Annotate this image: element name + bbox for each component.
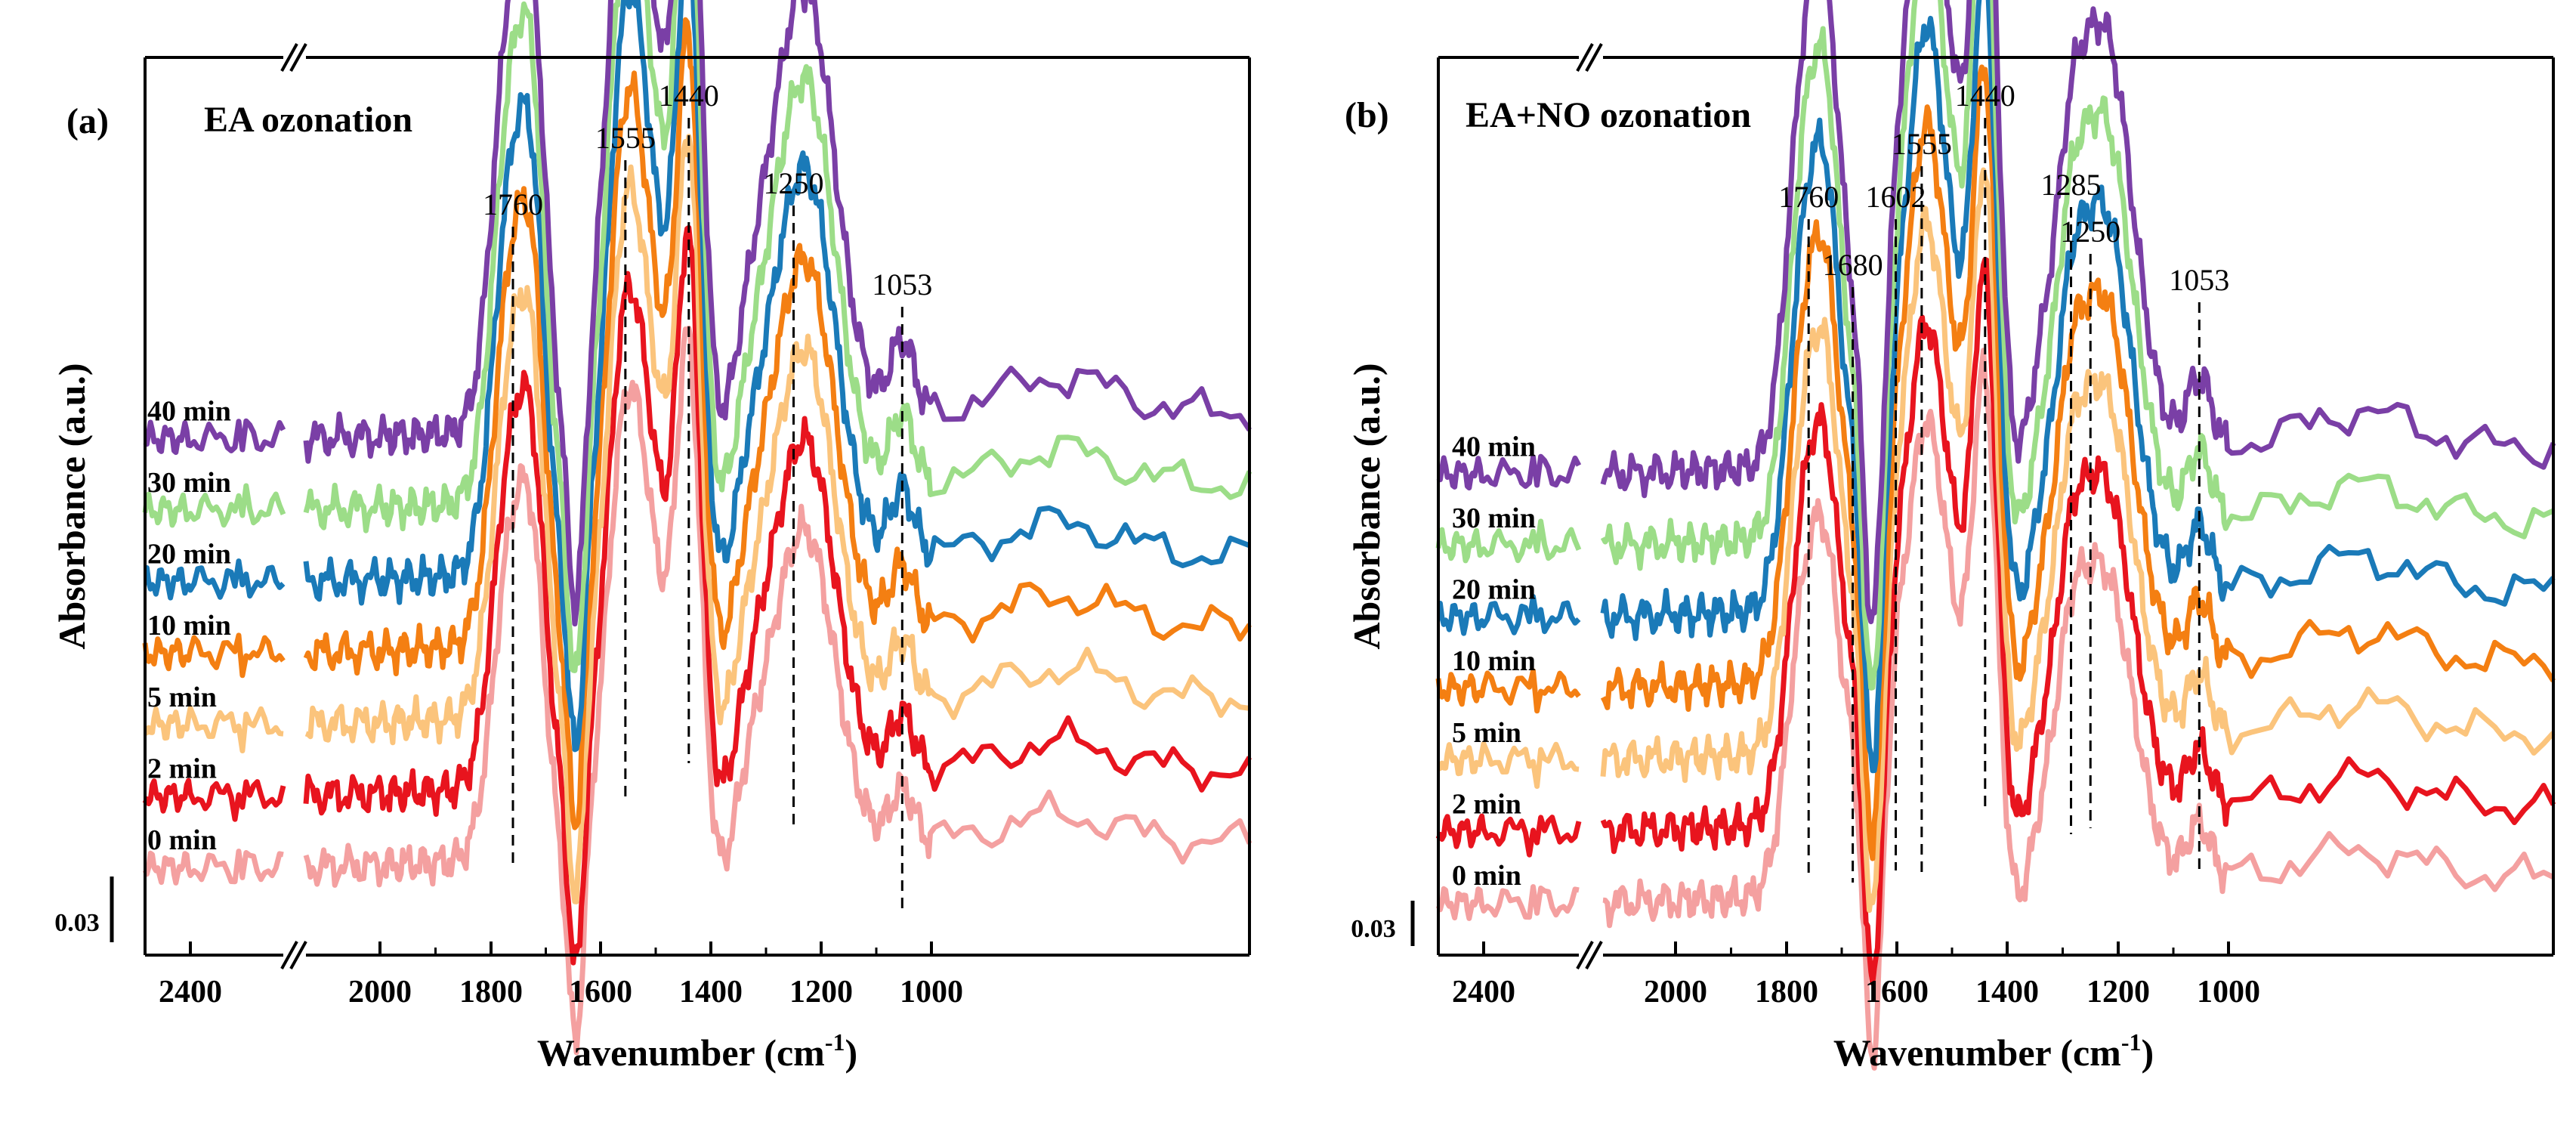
spectrum-line-left-5-min — [1437, 741, 1580, 789]
peak-label-1250: 1250 — [764, 166, 824, 200]
peak-label-1760: 1760 — [483, 187, 543, 221]
spectrum-line-5-min — [1600, 167, 2556, 914]
spectrum-line-left-10-min — [142, 632, 286, 679]
series-label: 20 min — [147, 539, 231, 570]
scale-bar-label: 0.03 — [1351, 915, 1396, 943]
spectrum-line-0-min — [1602, 348, 2555, 1071]
spectrum-line-left-10-min — [1435, 668, 1581, 714]
spectrum-line-40-min — [1600, 0, 2556, 625]
x-tick-label: 1400 — [1975, 975, 2039, 1010]
spectrum-line-left-30-min — [142, 483, 286, 528]
axis-break-mark — [289, 941, 307, 969]
panel-label: (a) — [66, 101, 109, 141]
axis-break-mark — [1585, 43, 1603, 72]
scale-bar-label: 0.03 — [54, 909, 100, 937]
spectrum-line-left-40-min — [143, 418, 286, 456]
series-label: 0 min — [147, 824, 217, 856]
spectrum-line-left-5-min — [144, 705, 284, 753]
spectrum-line-left-40-min — [1436, 453, 1582, 491]
peak-label-1602: 1602 — [1866, 180, 1926, 214]
spectrum-line-20-min — [1600, 0, 2556, 774]
spectrum-line-30-min — [303, 0, 1252, 673]
x-tick-label: 2400 — [1452, 975, 1515, 1010]
peak-label-1053: 1053 — [2169, 263, 2229, 297]
spectrum-line-2-min — [303, 224, 1252, 966]
panel-a: 0 min 2 min 5 min 10 min 20 min 30 min 40 min 1… — [51, 0, 1252, 1074]
series-label: 2 min — [147, 753, 217, 784]
y-axis-title: Absorbance (a.u.) — [51, 363, 93, 649]
series-label: 40 min — [1452, 431, 1536, 462]
spectrum-line-30-min — [1600, 0, 2555, 691]
axis-break-mark — [280, 43, 298, 72]
axis-break-mark — [280, 941, 298, 969]
panel-title: EA ozonation — [204, 100, 412, 140]
spectrum-line-20-min — [303, 0, 1251, 753]
spectrum-line-left-20-min — [1437, 594, 1581, 636]
x-tick-label: 1600 — [1865, 975, 1929, 1010]
peak-label-1555: 1555 — [1892, 127, 1952, 161]
x-tick-label: 1400 — [679, 975, 743, 1010]
x-tick-label: 1600 — [569, 975, 632, 1010]
peak-label-1760: 1760 — [1778, 180, 1839, 214]
series-label: 40 min — [147, 395, 231, 427]
axis-break-mark — [289, 43, 307, 72]
spectrum-line-left-0-min — [1435, 884, 1580, 921]
spectrum-line-left-2-min — [1435, 813, 1582, 858]
spectrum-line-2-min — [1600, 256, 2556, 986]
x-tick-label: 2400 — [159, 975, 222, 1010]
spectrum-line-10-min — [303, 17, 1252, 830]
x-axis-title: Wavenumber (cm-1) — [537, 1028, 857, 1074]
x-axis-title: Wavenumber (cm-1) — [1833, 1028, 2154, 1074]
spectrum-line-40-min — [303, 0, 1252, 627]
peak-label-1053: 1053 — [872, 267, 932, 301]
series-label: 0 min — [1452, 860, 1521, 892]
x-tick-label: 1000 — [900, 975, 963, 1010]
panel-label: (b) — [1345, 95, 1389, 135]
peak-label-1285: 1285 — [2041, 168, 2102, 202]
spectrum-line-left-20-min — [144, 558, 286, 601]
series-label: 20 min — [1452, 574, 1536, 606]
peak-label-1680: 1680 — [1823, 248, 1883, 282]
x-tick-label: 1800 — [459, 975, 523, 1010]
spectrum-line-5-min — [304, 134, 1250, 904]
peak-label-1440: 1440 — [659, 79, 719, 113]
series-label: 5 min — [147, 682, 217, 713]
axis-break-mark — [1576, 43, 1594, 72]
axis-break-mark — [1585, 941, 1603, 969]
spectrum-line-left-2-min — [142, 778, 286, 822]
x-tick-label: 2000 — [1644, 975, 1707, 1010]
series-label: 10 min — [1452, 645, 1536, 677]
x-tick-label: 1200 — [2086, 975, 2150, 1010]
spectrum-line-left-0-min — [142, 849, 284, 886]
panel-title: EA+NO ozonation — [1466, 95, 1751, 135]
peak-label-1555: 1555 — [595, 121, 656, 155]
series-label: 5 min — [1452, 717, 1521, 749]
x-tick-label: 1200 — [789, 975, 853, 1010]
y-axis-title: Absorbance (a.u.) — [1345, 363, 1388, 649]
series-label: 30 min — [1452, 502, 1536, 534]
series-label: 10 min — [147, 610, 231, 642]
peak-label-1440: 1440 — [1955, 79, 2015, 113]
axis-break-mark — [1576, 941, 1594, 969]
series-label: 30 min — [147, 467, 231, 499]
x-tick-label: 1000 — [2197, 975, 2260, 1010]
x-tick-label: 1800 — [1755, 975, 1818, 1010]
x-tick-label: 2000 — [348, 975, 412, 1010]
peak-label-1250: 1250 — [2060, 215, 2120, 249]
spectrum-line-left-30-min — [1435, 518, 1582, 564]
panel-b: 0 min 2 min 5 min 10 min 20 min 30 min 40 min 1… — [1345, 0, 2556, 1074]
spectrum-line-0-min — [303, 325, 1252, 1056]
spectrum-line-10-min — [1600, 64, 2556, 861]
series-label: 2 min — [1452, 788, 1521, 820]
